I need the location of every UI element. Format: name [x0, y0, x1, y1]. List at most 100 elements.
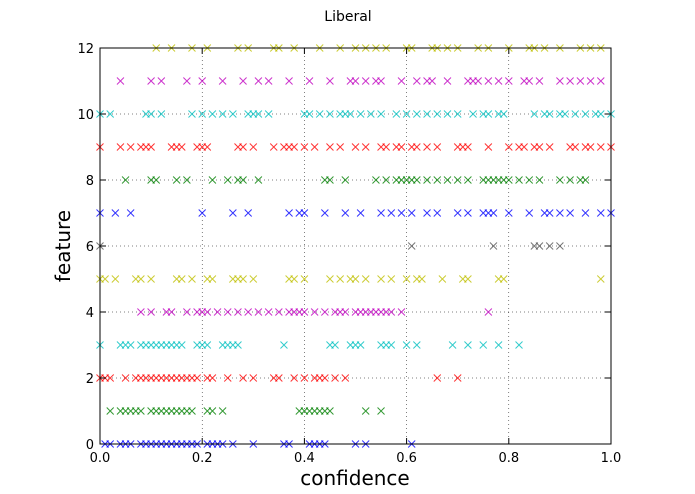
data-point [397, 143, 406, 151]
data-point [535, 77, 544, 85]
data-point [193, 374, 201, 382]
data-point [366, 110, 375, 118]
data-point [167, 308, 176, 316]
feature-8-series [121, 176, 590, 184]
data-point [147, 275, 155, 283]
data-point [407, 209, 416, 217]
data-point [515, 176, 523, 184]
data-point [346, 110, 355, 118]
data-point [433, 110, 442, 118]
data-point [300, 143, 309, 151]
data-point [464, 143, 472, 151]
data-point [561, 110, 569, 118]
data-point [223, 308, 232, 316]
feature-10-series [96, 110, 615, 118]
data-point [106, 110, 115, 118]
data-point [326, 407, 334, 415]
data-point [177, 143, 186, 151]
data-point [453, 374, 462, 382]
data-point [515, 341, 523, 349]
data-point [249, 275, 258, 283]
data-point [453, 209, 462, 217]
data-point [341, 374, 350, 382]
x-tick-label: 0.8 [498, 451, 519, 466]
data-point [274, 308, 283, 316]
data-point [566, 176, 574, 184]
data-point [137, 275, 145, 283]
data-point [290, 374, 299, 382]
data-point [111, 209, 120, 217]
data-point [234, 341, 242, 349]
data-point [474, 77, 482, 85]
data-point [504, 77, 513, 85]
data-point [596, 77, 605, 85]
data-point [520, 143, 528, 151]
data-point [397, 209, 406, 217]
data-point [183, 77, 191, 85]
data-point [535, 242, 544, 250]
data-point [356, 110, 365, 118]
data-point [229, 209, 237, 217]
data-point [402, 275, 411, 283]
data-point [223, 374, 232, 382]
data-point [106, 407, 115, 415]
data-point [443, 77, 452, 85]
data-point [320, 308, 329, 316]
data-point [412, 77, 421, 85]
data-point [423, 110, 431, 118]
data-point [464, 341, 472, 349]
data-point [453, 110, 462, 118]
data-point [300, 308, 309, 316]
data-point [464, 209, 472, 217]
data-point [576, 77, 585, 85]
data-point [484, 77, 493, 85]
data-point [300, 275, 309, 283]
data-point [356, 341, 365, 349]
data-point [377, 110, 385, 118]
data-points [96, 44, 615, 448]
data-point [556, 209, 564, 217]
data-point [152, 176, 161, 184]
data-point [341, 308, 350, 316]
data-point [254, 110, 263, 118]
data-point [147, 143, 155, 151]
data-point [545, 143, 554, 151]
data-point [504, 143, 513, 151]
data-point [208, 176, 217, 184]
y-tick-label: 8 [86, 174, 94, 189]
data-point [300, 374, 309, 382]
data-point [571, 143, 580, 151]
data-point [264, 308, 273, 316]
data-point [126, 341, 135, 349]
feature-3-series [96, 341, 523, 349]
data-point [412, 176, 421, 184]
data-point [244, 308, 253, 316]
data-point [101, 275, 109, 283]
x-tick-label: 0.2 [192, 451, 213, 466]
data-point [126, 209, 135, 217]
data-point [535, 176, 544, 184]
data-point [377, 77, 385, 85]
data-point [545, 110, 554, 118]
data-point [121, 374, 130, 382]
data-point [412, 110, 421, 118]
data-point [377, 209, 385, 217]
data-point [351, 275, 360, 283]
data-point [106, 374, 115, 382]
data-point [499, 110, 508, 118]
feature-4-series [137, 308, 493, 316]
data-point [203, 308, 212, 316]
data-point [504, 209, 513, 217]
data-point [331, 341, 339, 349]
data-point [254, 308, 263, 316]
data-point [157, 110, 166, 118]
x-axis-label: confidence [300, 466, 409, 490]
feature-7-series [96, 209, 615, 217]
data-point [356, 209, 365, 217]
feature-6-series [96, 242, 564, 250]
data-point [320, 209, 329, 217]
data-point [198, 209, 207, 217]
data-point [351, 143, 360, 151]
data-point [172, 176, 181, 184]
data-point [326, 110, 334, 118]
